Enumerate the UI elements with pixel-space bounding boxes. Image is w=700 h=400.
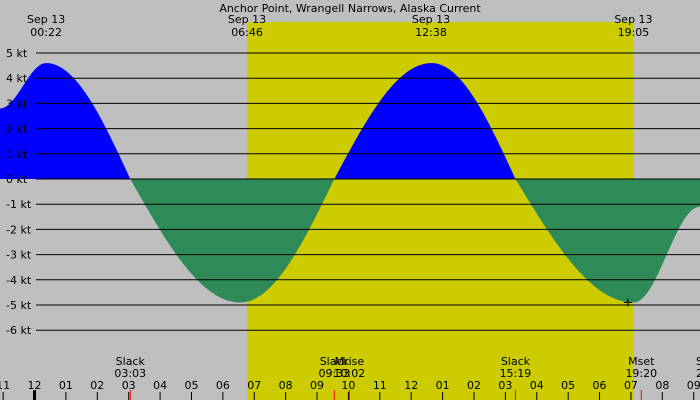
y-tick-label: -5 kt [6, 299, 32, 312]
top-date-label: Sep 13 [614, 13, 652, 26]
y-tick-label: -6 kt [6, 324, 32, 337]
hour-tick-label: 03 [122, 379, 136, 392]
hour-tick-label: 10 [341, 379, 355, 392]
event-time: 09:33 [318, 367, 350, 380]
hour-tick-label: 04 [153, 379, 167, 392]
hour-tick-label: 09 [687, 379, 700, 392]
y-tick-label: -4 kt [6, 274, 32, 287]
top-date-label: Sep 13 [412, 13, 450, 26]
y-tick-label: -3 kt [6, 249, 32, 262]
top-time-label: 00:22 [30, 26, 62, 39]
top-date-label: Sep 13 [27, 13, 65, 26]
top-date-label: Sep 13 [228, 13, 266, 26]
hour-tick-label: 07 [247, 379, 261, 392]
hour-tick-label: 11 [373, 379, 387, 392]
hour-tick-label: 04 [530, 379, 544, 392]
event-time: 19:20 [625, 367, 657, 380]
top-time-label: 19:05 [618, 26, 650, 39]
event-name: S [696, 355, 700, 368]
event-name: Slack [501, 355, 531, 368]
y-tick-label: 3 kt [6, 97, 28, 110]
event-name: Mset [628, 355, 655, 368]
hour-tick-label: 02 [467, 379, 481, 392]
hour-tick-label: 08 [655, 379, 669, 392]
ebb-current-area [0, 179, 700, 303]
event-time: 10:02 [334, 367, 366, 380]
y-tick-label: -1 kt [6, 198, 32, 211]
chart-title: Anchor Point, Wrangell Narrows, Alaska C… [219, 2, 481, 15]
event-name: Mrise [335, 355, 365, 368]
hour-tick-label: 11 [0, 379, 10, 392]
hour-tick-label: 01 [436, 379, 450, 392]
hour-tick-label: 07 [624, 379, 638, 392]
event-time: 15:19 [500, 367, 532, 380]
hour-tick-label: 06 [593, 379, 607, 392]
y-tick-label: 5 kt [6, 47, 28, 60]
event-name: Slack [320, 355, 350, 368]
y-tick-label: 2 kt [6, 123, 28, 136]
y-tick-label: 0 kt [6, 173, 28, 186]
hour-tick-label: 05 [561, 379, 575, 392]
hour-tick-label: 09 [310, 379, 324, 392]
hour-tick-label: 12 [28, 379, 42, 392]
hour-tick-label: 12 [404, 379, 418, 392]
y-tick-label: -2 kt [6, 223, 32, 236]
hour-tick-label: 02 [90, 379, 104, 392]
event-time: 2 [696, 367, 700, 380]
hour-tick-label: 05 [184, 379, 198, 392]
hour-tick-label: 08 [279, 379, 293, 392]
hour-tick-label: 01 [59, 379, 73, 392]
top-time-label: 06:46 [231, 26, 263, 39]
y-tick-label: 4 kt [6, 72, 28, 85]
top-time-label: 12:38 [415, 26, 447, 39]
flood-current-area [0, 63, 700, 179]
event-time: 03:03 [114, 367, 146, 380]
hour-tick-label: 03 [498, 379, 512, 392]
event-name: Slack [116, 355, 146, 368]
hour-tick-label: 06 [216, 379, 230, 392]
y-tick-label: 1 kt [6, 148, 28, 161]
